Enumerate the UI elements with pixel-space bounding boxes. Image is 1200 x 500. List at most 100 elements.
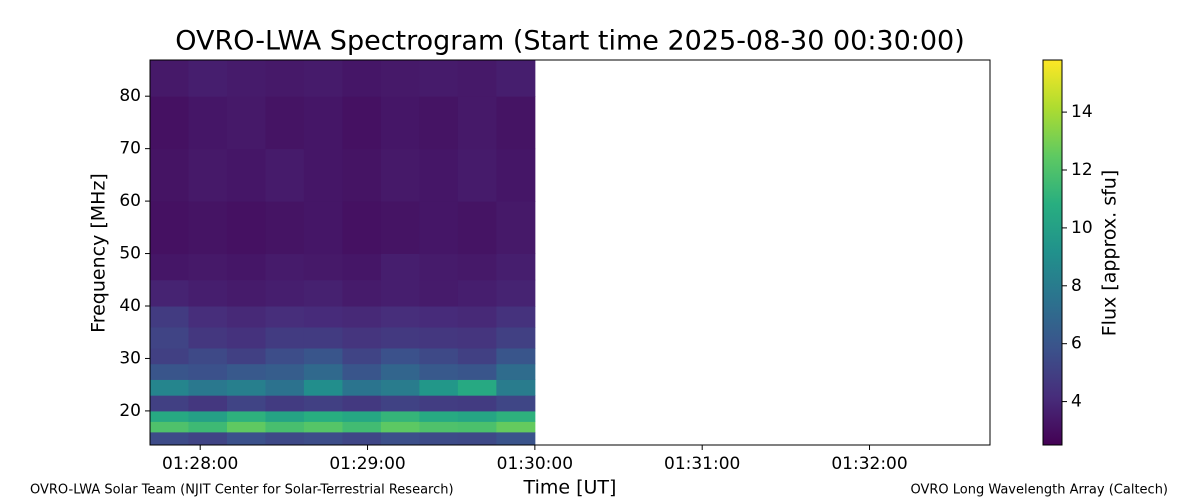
- y-tick-label: 20: [119, 401, 141, 421]
- heatmap-cell: [265, 395, 305, 412]
- heatmap-cell: [303, 431, 343, 446]
- heatmap-cell: [496, 421, 536, 433]
- heatmap-cell: [188, 395, 228, 412]
- heatmap-cell: [496, 60, 536, 97]
- y-tick-label: 30: [119, 348, 141, 368]
- heatmap-cell: [496, 201, 536, 255]
- heatmap-cell: [150, 96, 189, 150]
- y-tick-label: 40: [119, 296, 141, 316]
- colorbar-tick-label: 12: [1071, 160, 1093, 180]
- heatmap-cell: [496, 347, 536, 365]
- heatmap-cell: [419, 96, 459, 150]
- heatmap-cell: [150, 253, 189, 281]
- heatmap-cell: [380, 410, 420, 422]
- heatmap-cell: [226, 347, 266, 365]
- heatmap-cell: [265, 60, 305, 97]
- x-tick-label: 01:28:00: [162, 454, 238, 474]
- heatmap-cell: [342, 306, 382, 328]
- heatmap-cell: [188, 253, 228, 281]
- heatmap-cell: [342, 148, 382, 202]
- heatmap-cell: [150, 279, 189, 307]
- heatmap-cell: [419, 347, 459, 365]
- heatmap-cell: [303, 279, 343, 307]
- heatmap-cell: [226, 410, 266, 422]
- heatmap-cell: [226, 395, 266, 412]
- heatmap-cell: [419, 201, 459, 255]
- heatmap-cell: [496, 363, 536, 380]
- colorbar-label: Flux [approx. sfu]: [1099, 170, 1121, 337]
- heatmap-cell: [226, 379, 266, 396]
- heatmap-cell: [496, 410, 536, 422]
- heatmap-cell: [380, 148, 420, 202]
- heatmap-cell: [188, 431, 228, 446]
- footer-left: OVRO-LWA Solar Team (NJIT Center for Sol…: [30, 483, 454, 498]
- heatmap-cell: [188, 306, 228, 328]
- heatmap-cell: [188, 96, 228, 150]
- heatmap-cell: [188, 148, 228, 202]
- heatmap-cell: [226, 96, 266, 150]
- heatmap-cell: [419, 431, 459, 446]
- heatmap-cell: [380, 201, 420, 255]
- heatmap-cell: [380, 279, 420, 307]
- heatmap-cell: [150, 379, 189, 396]
- heatmap-cell: [265, 363, 305, 380]
- x-tick-label: 01:30:00: [497, 454, 573, 474]
- y-tick-label: 60: [119, 191, 141, 211]
- heatmap-cell: [457, 410, 497, 422]
- heatmap-cell: [496, 306, 536, 328]
- heatmap-cell: [457, 421, 497, 433]
- x-tick-label: 01:31:00: [664, 454, 740, 474]
- heatmap-cell: [496, 431, 536, 446]
- heatmap-cell: [150, 326, 189, 349]
- heatmap-cell: [380, 326, 420, 349]
- heatmap-cell: [265, 326, 305, 349]
- heatmap-cell: [342, 326, 382, 349]
- heatmap-cell: [419, 60, 459, 97]
- heatmap-cell: [188, 421, 228, 433]
- heatmap-cell: [457, 379, 497, 396]
- heatmap-cell: [188, 410, 228, 422]
- heatmap-cell: [496, 253, 536, 281]
- heatmap-cell: [419, 306, 459, 328]
- heatmap-cell: [303, 253, 343, 281]
- heatmap-cell: [265, 410, 305, 422]
- heatmap-cell: [419, 148, 459, 202]
- colorbar-tick-label: 10: [1071, 218, 1093, 238]
- heatmap-cell: [496, 148, 536, 202]
- y-axis-label: Frequency [MHz]: [88, 173, 110, 333]
- heatmap-cell: [496, 96, 536, 150]
- heatmap-cell: [188, 60, 228, 97]
- heatmap-cell: [265, 431, 305, 446]
- heatmap-cell: [496, 279, 536, 307]
- heatmap-cell: [150, 431, 189, 446]
- heatmap-cell: [303, 421, 343, 433]
- heatmap-cell: [150, 363, 189, 380]
- heatmap-cell: [150, 306, 189, 328]
- heatmap-cell: [303, 363, 343, 380]
- heatmap-cell: [342, 363, 382, 380]
- heatmap-cell: [380, 347, 420, 365]
- heatmap-cell: [419, 395, 459, 412]
- heatmap-cell: [496, 326, 536, 349]
- x-tick-label: 01:32:00: [831, 454, 907, 474]
- heatmap-cell: [150, 148, 189, 202]
- heatmap-cell: [342, 201, 382, 255]
- heatmap-cell: [419, 279, 459, 307]
- colorbar: [1042, 59, 1063, 446]
- heatmap-cell: [150, 410, 189, 422]
- heatmap-cell: [188, 363, 228, 380]
- heatmap-cell: [226, 421, 266, 433]
- heatmap-cell: [457, 326, 497, 349]
- heatmap-cell: [303, 379, 343, 396]
- heatmap-cell: [265, 253, 305, 281]
- y-tick-label: 70: [119, 139, 141, 159]
- x-tick-label: 01:29:00: [329, 454, 405, 474]
- heatmap-cell: [457, 306, 497, 328]
- heatmap-cell: [303, 201, 343, 255]
- heatmap-cell: [265, 96, 305, 150]
- heatmap-cell: [265, 421, 305, 433]
- heatmap-cell: [265, 379, 305, 396]
- heatmap-cell: [342, 421, 382, 433]
- heatmap-cell: [342, 60, 382, 97]
